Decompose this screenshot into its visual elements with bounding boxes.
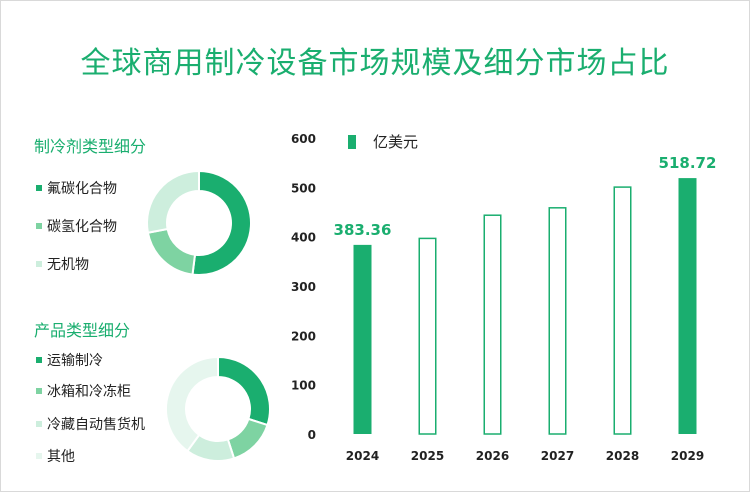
- bar: [613, 186, 632, 435]
- legend-label: 冰箱和冷冻柜: [47, 384, 131, 400]
- product-section-title: 产品类型细分: [34, 321, 131, 340]
- y-tick-label: 200: [291, 329, 316, 343]
- unit-legend-label: 亿美元: [373, 133, 418, 151]
- page-title: 全球商用制冷设备市场规模及细分市场占比: [80, 46, 670, 81]
- product-legend-2: 冷藏自动售货机: [36, 414, 145, 434]
- product-legend-1: 冰箱和冷冻柜: [36, 381, 131, 401]
- unit-legend-swatch: [348, 135, 356, 149]
- y-tick-label: 400: [291, 231, 316, 245]
- legend-swatch: [36, 261, 42, 267]
- x-tick-label: 2024: [346, 449, 379, 463]
- legend-label: 冷藏自动售货机: [47, 417, 145, 433]
- x-tick-label: 2029: [671, 449, 704, 463]
- x-tick-label: 2028: [606, 449, 639, 463]
- bar-data-label: 383.36: [334, 221, 392, 239]
- bar: [548, 207, 567, 435]
- bar: [678, 178, 697, 434]
- donut-slice: [226, 417, 269, 460]
- legend-label: 其他: [47, 449, 75, 465]
- legend-label: 碳氢化合物: [47, 219, 117, 235]
- y-tick-label: 300: [291, 280, 316, 294]
- product-legend-0: 运输制冷: [36, 350, 103, 370]
- y-tick-label: 500: [291, 181, 316, 195]
- y-tick-label: 600: [291, 132, 316, 146]
- donut-slice: [146, 169, 200, 234]
- product-donut-chart: [165, 355, 271, 462]
- product-legend-3: 其他: [36, 446, 75, 466]
- donut-slice: [146, 227, 197, 276]
- legend-label: 无机物: [47, 257, 89, 273]
- x-tick-label: 2027: [541, 449, 574, 463]
- legend-swatch: [36, 421, 42, 427]
- refrigerant-legend-1: 碳氢化合物: [36, 216, 117, 236]
- donut-slice: [165, 355, 219, 453]
- refrigerant-legend-0: 氟碳化合物: [36, 178, 117, 198]
- bar: [353, 244, 372, 434]
- legend-swatch: [36, 453, 42, 459]
- legend-swatch: [36, 357, 42, 363]
- bar: [483, 214, 502, 435]
- bar-chart: 0 100 200 300 400 500 600 2024 2025 2026 2027 2028 2…: [291, 132, 717, 463]
- legend-swatch: [36, 223, 42, 229]
- y-tick-label: 0: [308, 428, 316, 442]
- y-tick-label: 100: [291, 379, 316, 393]
- bar: [418, 237, 437, 435]
- legend-label: 运输制冷: [47, 353, 103, 369]
- bar-data-label: 518.72: [659, 154, 717, 172]
- refrigerant-section-title: 制冷剂类型细分: [34, 137, 147, 156]
- refrigerant-legend-2: 无机物: [36, 254, 89, 274]
- legend-swatch: [36, 185, 42, 191]
- x-tick-label: 2026: [476, 449, 509, 463]
- legend-label: 氟碳化合物: [47, 181, 117, 197]
- refrigerant-donut-chart: [146, 169, 252, 276]
- donut-slice: [217, 355, 271, 427]
- donut-slice: [191, 169, 252, 276]
- x-tick-label: 2025: [411, 449, 444, 463]
- legend-swatch: [36, 388, 42, 394]
